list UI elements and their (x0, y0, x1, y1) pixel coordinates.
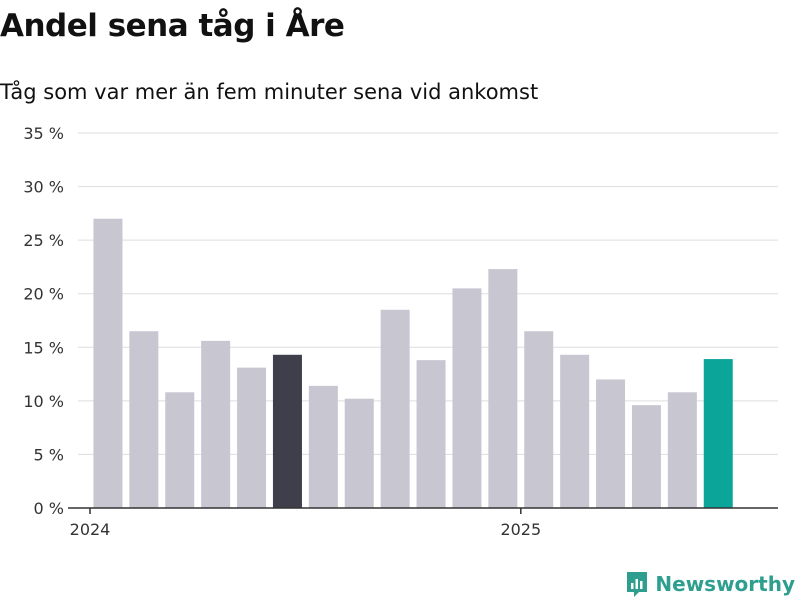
y-tick-label: 25 % (23, 231, 64, 250)
bar-2025-04 (631, 405, 661, 508)
bar-2024-09 (380, 309, 410, 508)
newsworthy-logo: Newsworthy (625, 570, 795, 598)
x-tick-label: 2025 (500, 520, 541, 539)
brand-name: Newsworthy (655, 572, 795, 596)
y-tick-label: 10 % (23, 392, 64, 411)
bar-2024-06 (272, 354, 302, 508)
y-tick-label: 20 % (23, 285, 64, 304)
chart-subtitle: Tåg som var mer än fem minuter sena vid … (0, 80, 539, 104)
bar-2025-06 (703, 359, 733, 508)
y-tick-label: 15 % (23, 338, 64, 357)
bar-2025-03 (596, 379, 626, 508)
newsworthy-logo-icon (627, 572, 648, 597)
bar-2024-03 (165, 392, 195, 508)
bar-2024-08 (344, 398, 374, 508)
bar-2025-02 (560, 354, 590, 508)
y-tick-label: 0 % (34, 499, 64, 518)
y-tick-label: 35 % (23, 124, 64, 143)
y-tick-label: 5 % (34, 445, 64, 464)
bar-2024-04 (201, 340, 231, 508)
bar-2025-01 (524, 331, 554, 508)
chart-title: Andel sena tåg i Åre (0, 8, 345, 44)
bar-2024-07 (308, 385, 338, 508)
bar-2024-12 (488, 269, 518, 508)
y-tick-label: 30 % (23, 178, 64, 197)
bar-chart: 0 % 5 % 10 % 15 % 20 % 25 % 30 % 35 % 2024 2025 (23, 124, 778, 539)
bar-2025-05 (667, 392, 697, 508)
bar-2024-05 (237, 367, 267, 508)
bar-2024-01 (93, 218, 123, 508)
bar-2024-10 (416, 360, 446, 508)
x-tick-label: 2024 (70, 520, 111, 539)
bar-2024-11 (452, 288, 482, 508)
bar-2024-02 (129, 331, 159, 508)
